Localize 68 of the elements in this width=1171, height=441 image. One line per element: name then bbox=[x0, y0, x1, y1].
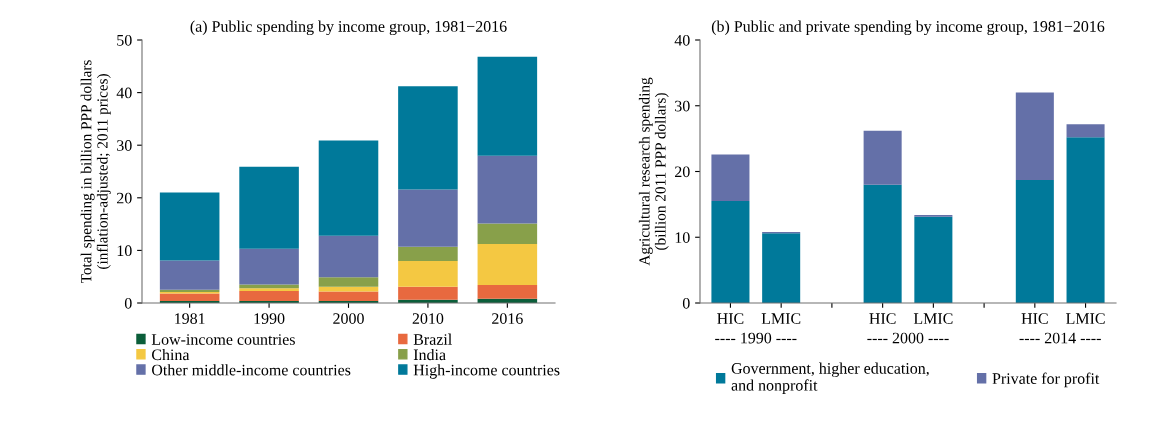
y-tick-label: 50 bbox=[117, 34, 132, 46]
bar bbox=[711, 154, 750, 202]
bar bbox=[318, 291, 379, 301]
y-tick-label: 20 bbox=[117, 192, 132, 204]
legend-label: China bbox=[151, 348, 190, 361]
x-tick-label: 2016 bbox=[492, 313, 523, 324]
y-tick-label: 40 bbox=[674, 34, 690, 46]
bar bbox=[477, 244, 538, 286]
y-tick-label: 10 bbox=[117, 245, 132, 257]
legend-label: Other middle-income countries bbox=[151, 364, 351, 376]
bar bbox=[398, 286, 458, 300]
x-tick-label: LMIC bbox=[913, 313, 953, 324]
bar bbox=[318, 235, 379, 278]
legend-label: Government, higher education, and nonprofit bbox=[731, 362, 929, 394]
bar bbox=[477, 56, 538, 156]
bar bbox=[398, 260, 458, 287]
y-tick-label: 30 bbox=[675, 100, 690, 112]
bar bbox=[477, 223, 538, 245]
legend-label: Private for profit bbox=[992, 372, 1100, 388]
chart-title: (b) Public and private spending by income group, 1981−2016 bbox=[711, 20, 1105, 36]
bar bbox=[318, 140, 379, 236]
bar bbox=[398, 246, 458, 261]
x-tick-label: 2000 bbox=[333, 313, 364, 324]
x-tick-label: 2010 bbox=[412, 313, 444, 324]
bar bbox=[159, 293, 220, 301]
text: ---- 2014 ---- bbox=[1019, 332, 1101, 344]
x-tick-label: LMIC bbox=[1066, 313, 1105, 324]
y-tick-label: 20 bbox=[675, 166, 690, 178]
x-tick-label: HIC bbox=[1021, 313, 1048, 324]
legend-label: Brazil bbox=[413, 333, 452, 345]
bar bbox=[762, 233, 801, 303]
bar bbox=[863, 184, 902, 303]
legend-label: India bbox=[413, 348, 446, 361]
legend-label: High-income countries bbox=[413, 364, 560, 379]
y-tick-label: 30 bbox=[117, 140, 132, 151]
y-tick-label: 40 bbox=[116, 87, 132, 99]
bar bbox=[159, 260, 220, 290]
text: ---- 2000 ---- bbox=[867, 332, 949, 344]
y-axis-title: Agricultural research spending (billion 2011 PPP dollars) bbox=[638, 77, 669, 266]
bar bbox=[863, 130, 902, 185]
x-tick-label: 1981 bbox=[175, 313, 205, 324]
bar bbox=[477, 155, 538, 224]
bar bbox=[239, 288, 299, 291]
bar bbox=[1015, 92, 1054, 181]
text: ---- 1990 ---- bbox=[715, 332, 797, 344]
x-tick-label: 1990 bbox=[254, 313, 285, 324]
bar bbox=[318, 277, 379, 287]
x-tick-label: HIC bbox=[717, 313, 744, 324]
legend-label: Low-income countries bbox=[151, 334, 295, 345]
x-tick-label: LMIC bbox=[761, 313, 801, 324]
bar bbox=[711, 201, 750, 303]
chart-title: (a) Public spending by income group, 1981−2016 bbox=[190, 20, 507, 36]
bar bbox=[1066, 137, 1105, 303]
bar bbox=[477, 285, 538, 299]
x-tick-label: HIC bbox=[869, 313, 896, 324]
bar bbox=[239, 248, 299, 285]
bar bbox=[239, 166, 299, 249]
bar bbox=[159, 192, 220, 261]
y-axis-title: Total spending in billion PPP dollars (inflation-adjusted; 2011 prices) bbox=[80, 60, 111, 284]
bar bbox=[1015, 180, 1054, 303]
bar bbox=[1066, 124, 1105, 138]
y-tick-label: 0 bbox=[124, 297, 132, 309]
y-tick-label: 0 bbox=[682, 297, 690, 309]
bar bbox=[239, 290, 299, 301]
y-tick-label: 10 bbox=[675, 232, 690, 243]
bar bbox=[914, 216, 953, 303]
bar bbox=[398, 86, 458, 190]
bar bbox=[398, 189, 458, 247]
